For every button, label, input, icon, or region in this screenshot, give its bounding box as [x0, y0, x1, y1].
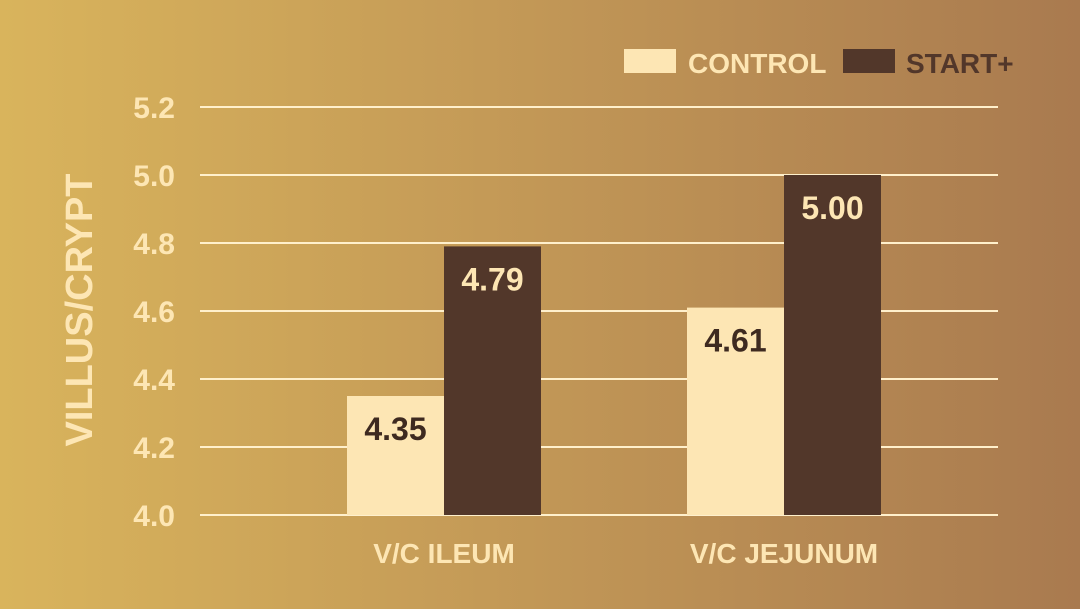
y-tick-label: 4.6 [133, 296, 175, 329]
legend-label-control: CONTROL [688, 48, 826, 79]
legend: CONTROL START+ [624, 48, 1014, 79]
legend-swatch-control [624, 49, 676, 73]
gridlines [200, 106, 998, 516]
y-tick-label: 5.2 [133, 92, 175, 125]
bars: 4.35 4.61 4.79 5.00 [347, 175, 881, 515]
y-tick-label: 4.2 [133, 432, 175, 465]
bar-control [687, 307, 784, 515]
y-axis-ticks: 4.0 4.2 4.4 4.6 4.8 5.0 5.2 [133, 92, 175, 533]
data-label: 4.61 [704, 323, 766, 359]
y-axis-label: VILLUS/CRYPT [59, 173, 101, 446]
x-axis-categories: V/C ILEUM V/C JEJUNUM [373, 538, 878, 569]
y-tick-label: 5.0 [133, 160, 175, 193]
data-label: 4.35 [364, 411, 426, 447]
data-label: 5.00 [801, 190, 863, 226]
x-category-label: V/C ILEUM [373, 538, 515, 569]
y-tick-label: 4.8 [133, 228, 175, 261]
y-tick-label: 4.4 [133, 364, 175, 397]
bar-control [347, 396, 444, 515]
y-tick-label: 4.0 [133, 500, 175, 533]
x-category-label: V/C JEJUNUM [690, 538, 878, 569]
legend-label-start-plus: START+ [906, 48, 1014, 79]
data-label: 4.79 [461, 261, 523, 297]
legend-swatch-start-plus [843, 49, 895, 73]
bar-start-plus [444, 246, 541, 515]
bar-start-plus [784, 175, 881, 515]
